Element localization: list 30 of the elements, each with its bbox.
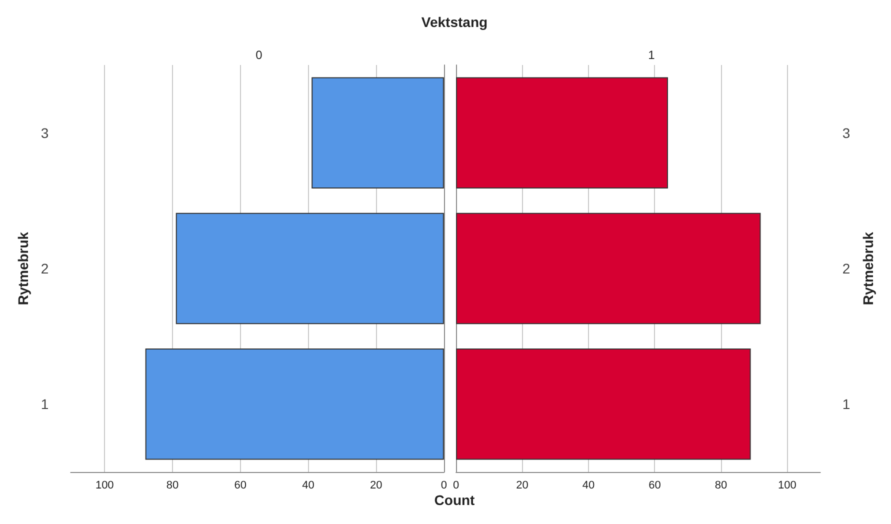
y-tick-label: 2 — [40, 260, 49, 276]
x-tick-label: 40 — [302, 480, 314, 492]
x-tick-label: 0 — [452, 480, 460, 492]
y-tick-label: 2 — [842, 260, 850, 276]
bar — [312, 77, 444, 188]
y-tick-label: 1 — [40, 396, 49, 412]
x-tick-label: 20 — [370, 480, 382, 492]
y-axis-title: Rytmebruk — [15, 232, 31, 306]
x-tick-label: 80 — [714, 480, 728, 492]
x-tick-label: 80 — [166, 480, 179, 492]
y-tick-label: 3 — [40, 124, 49, 141]
text: Vektstang — [420, 14, 489, 30]
bar — [456, 348, 751, 460]
bar — [145, 348, 444, 460]
bar — [456, 212, 761, 324]
x-axis-title: Count — [433, 492, 476, 508]
chart-title: 0 — [256, 48, 263, 62]
x-tick-label: 40 — [582, 480, 595, 492]
bar — [176, 212, 444, 324]
x-tick-label: 0 — [440, 480, 448, 492]
y-tick-label: 3 — [842, 124, 850, 141]
x-tick-label: 100 — [95, 480, 114, 492]
bar — [456, 77, 668, 188]
y-tick-label: 1 — [842, 396, 850, 412]
chart-title: 1 — [648, 48, 656, 62]
x-tick-label: 100 — [778, 480, 796, 492]
x-tick-label: 60 — [234, 480, 246, 492]
x-tick-label: 20 — [516, 480, 528, 492]
y-axis-title: Rytmebruk — [860, 232, 876, 306]
x-tick-label: 60 — [648, 480, 661, 492]
